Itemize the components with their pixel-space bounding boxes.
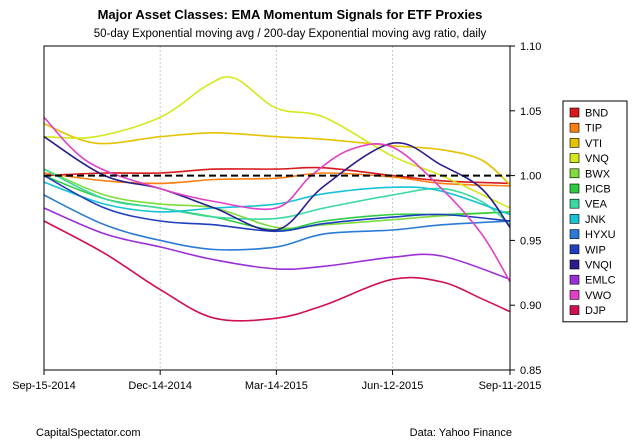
legend-swatch-djp (569, 305, 580, 315)
series-line-vti (43, 123, 511, 186)
chart-title: Major Asset Classes: EMA Momentum Signal… (98, 7, 483, 22)
legend-label-picb: PICB (585, 184, 611, 196)
legend-box (562, 100, 628, 323)
series-line-jnk (43, 181, 511, 216)
plot-frame (43, 45, 511, 371)
legend-swatch-tip (569, 122, 580, 133)
legend-swatch-jnk (569, 214, 580, 224)
x-tick-label-0: Sep-15-2014 (12, 380, 76, 392)
legend-label-vnq: VNQ (585, 153, 609, 165)
legend-swatch-bnd (569, 107, 580, 118)
series-line-tip (43, 172, 511, 187)
series-line-vea (43, 168, 511, 226)
legend-label-hyxu: HYXU (585, 229, 616, 241)
legend-swatch-wip (569, 244, 580, 255)
chart-subtitle: 50-day Exponential moving avg / 200-day … (94, 28, 487, 40)
legend-label-vti: VTI (585, 138, 602, 150)
series-line-bnd (43, 166, 511, 185)
series-line-wip (43, 174, 511, 233)
legend-swatch-emlc (569, 274, 580, 285)
y-tick-label-4: 1.05 (520, 106, 541, 118)
y-tick-label-1: 0.90 (520, 300, 541, 312)
x-tick-label-3: Jun-12-2015 (362, 380, 424, 392)
legend-swatch-vwo (569, 290, 580, 300)
x-tick-label-1: Dec-14-2014 (128, 380, 192, 392)
series-line-bwx (43, 168, 511, 230)
series-lines (43, 76, 511, 322)
legend-label-djp: DJP (585, 305, 606, 317)
legend-label-tip: TIP (585, 123, 602, 135)
legend-label-wip: WIP (585, 244, 606, 256)
legend-label-bwx: BWX (585, 168, 611, 180)
y-tick-label-5: 1.10 (520, 41, 541, 53)
legend-label-emlc: EMLC (585, 275, 616, 287)
legend-label-jnk: JNK (585, 214, 606, 226)
series-line-vnqi (43, 136, 511, 232)
y-tick-label-2: 0.95 (520, 235, 541, 247)
legend-swatch-picb (569, 183, 580, 194)
legend-label-vea: VEA (585, 199, 608, 211)
source-left: CapitalSpectator.com (36, 427, 141, 439)
legend-swatch-hyxu (569, 229, 580, 239)
legend-label-vnqi: VNQI (585, 260, 612, 272)
legend-label-vwo: VWO (585, 290, 612, 302)
x-tick-label-2: Mar-14-2015 (245, 380, 308, 392)
x-axis: Sep-15-2014 Dec-14-2014 Mar-14-2015 Jun-12-… (12, 370, 541, 392)
y-tick-label-3: 1.00 (520, 171, 541, 183)
legend: BND TIP VTI VNQ BWX PICB VEA JNK HYXU WIP VNQI EMLC… (562, 100, 628, 323)
legend-swatch-vti (569, 138, 580, 148)
y-axis: 0.85 0.90 0.95 1.00 1.05 1.10 (510, 41, 541, 377)
x-tick-label-4: Sep-11-2015 (479, 380, 542, 392)
y-tick-label-0: 0.85 (520, 365, 541, 377)
legend-label-bnd: BND (585, 108, 608, 120)
series-line-djp (43, 220, 511, 322)
source-right: Data: Yahoo Finance (410, 427, 512, 439)
series-line-vwo (43, 116, 511, 283)
series-line-emlc (43, 207, 511, 281)
legend-swatch-vea (569, 198, 580, 209)
legend-swatch-vnq (569, 153, 580, 163)
legend-swatch-bwx (569, 168, 580, 179)
series-line-hyxu (43, 194, 511, 251)
legend-swatch-vnqi (569, 259, 580, 270)
